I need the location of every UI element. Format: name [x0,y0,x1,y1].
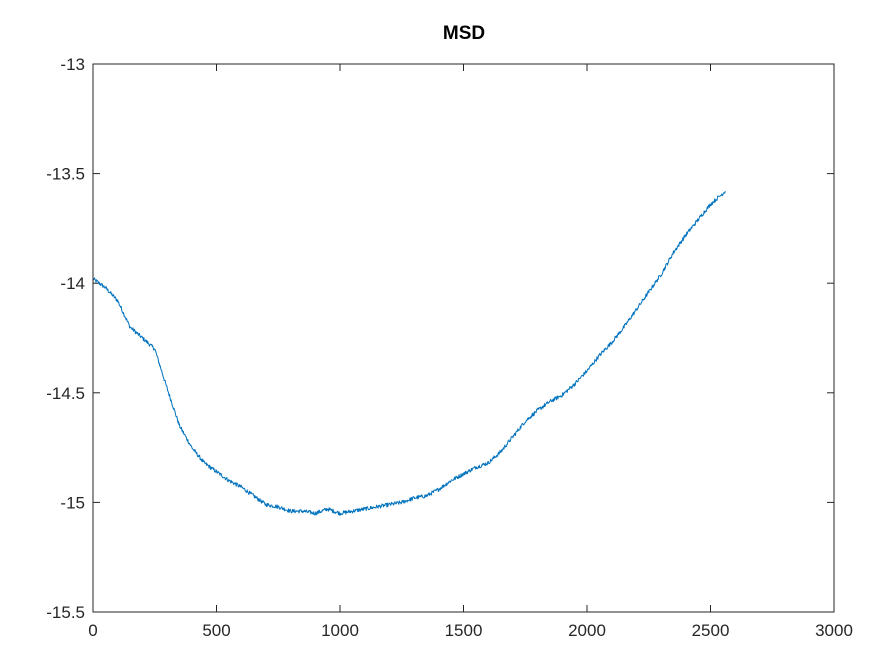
msd-series-line [92,190,726,516]
axes-box [92,63,835,613]
x-tick-label: 2000 [568,621,606,640]
y-tick-label: -13.5 [46,165,85,184]
x-tick-label: 0 [88,621,97,640]
x-tick-label: 1000 [321,621,359,640]
x-tick-label: 2500 [692,621,730,640]
series-layer [92,190,726,516]
plot-area [93,64,834,612]
x-tick-label: 500 [202,621,230,640]
y-axis-tick-labels: -13 -13.5 -14 -14.5 -15 -15.5 [46,55,85,622]
y-tick-label: -13 [60,55,85,74]
y-tick-label: -14.5 [46,384,85,403]
chart-title: MSD [443,23,485,44]
y-tick-label: -15 [60,493,85,512]
x-tick-label: 1500 [445,621,483,640]
x-axis-tick-labels: 0 500 1000 1500 2000 2500 3000 [88,621,853,640]
y-tick-label: -15.5 [46,603,85,622]
x-tick-label: 3000 [815,621,853,640]
y-tick-label: -14 [60,274,85,293]
